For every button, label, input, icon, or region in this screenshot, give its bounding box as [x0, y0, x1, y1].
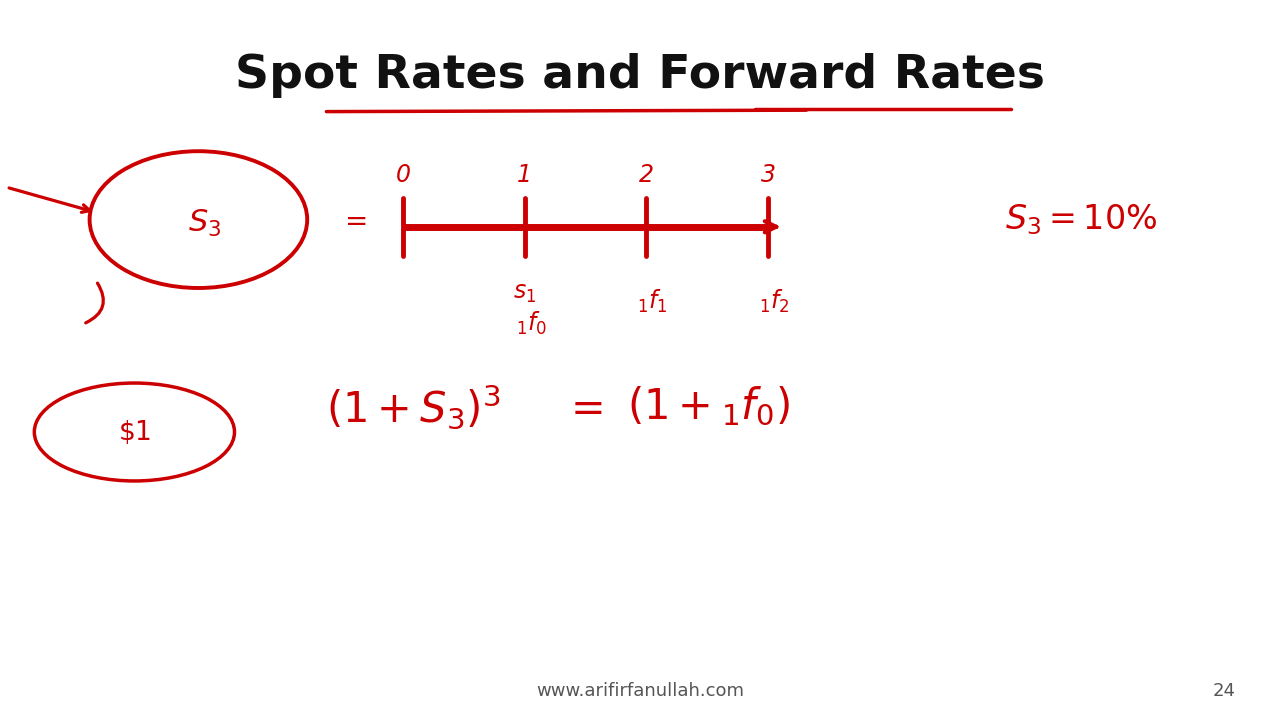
Text: $S_3$: $S_3$: [188, 207, 221, 239]
Text: 3: 3: [760, 163, 776, 187]
FancyArrowPatch shape: [86, 283, 104, 323]
Text: $_1f_2$: $_1f_2$: [759, 288, 790, 315]
Text: $s_1$: $s_1$: [513, 281, 536, 305]
Text: 24: 24: [1212, 683, 1235, 700]
Text: $S_3 = 10\%$: $S_3 = 10\%$: [1006, 202, 1157, 237]
Text: $(1 + {_1}f_0)$: $(1 + {_1}f_0)$: [627, 385, 790, 428]
Text: Spot Rates and Forward Rates: Spot Rates and Forward Rates: [236, 53, 1044, 98]
Text: $_1f_0$: $_1f_0$: [516, 310, 547, 337]
Text: $=$: $=$: [339, 206, 367, 233]
Text: 1: 1: [517, 163, 532, 187]
Text: www.arifirfanullah.com: www.arifirfanullah.com: [536, 683, 744, 700]
Text: $_1f_1$: $_1f_1$: [637, 288, 668, 315]
Text: 2: 2: [639, 163, 654, 187]
Text: $(1+S_3)^3$: $(1+S_3)^3$: [326, 382, 502, 431]
Text: $\$1$: $\$1$: [118, 418, 151, 446]
Text: 0: 0: [396, 163, 411, 187]
Text: $=$: $=$: [562, 386, 603, 428]
